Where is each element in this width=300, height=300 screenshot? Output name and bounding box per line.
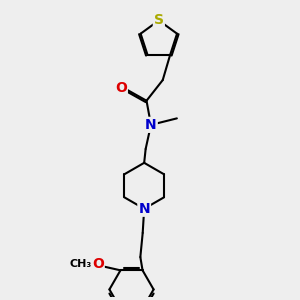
Text: N: N <box>145 118 157 132</box>
Text: N: N <box>138 202 150 216</box>
Text: S: S <box>154 14 164 27</box>
Text: O: O <box>92 257 104 272</box>
Text: O: O <box>115 81 127 95</box>
Text: CH₃: CH₃ <box>69 260 91 269</box>
